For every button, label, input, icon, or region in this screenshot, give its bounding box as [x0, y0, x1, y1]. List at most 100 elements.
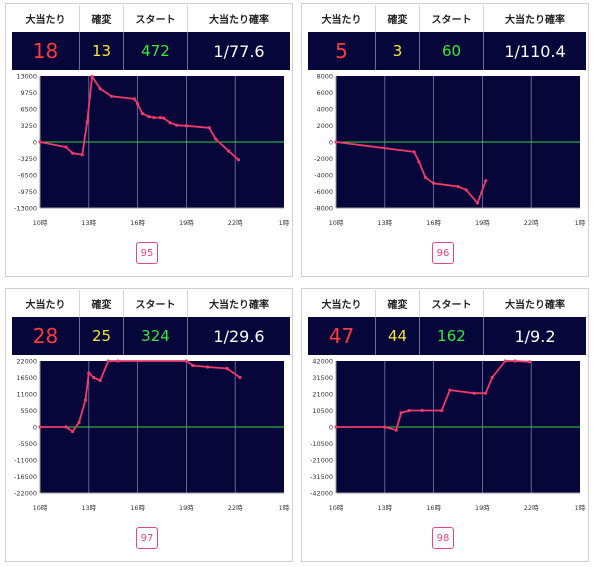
machine-card: 大当たり 確変 スタート 大当たり確率 28 25 324 1/29.6 22000 16500 1…: [5, 288, 293, 562]
balance-chart: 13000 9750 6500 3250 0 -3250 -6500 -9750 -13000 1…: [14, 73, 290, 228]
header-start: スタート: [124, 5, 188, 32]
data-point: [456, 184, 460, 189]
data-point: [87, 371, 91, 375]
y-tick-label: 4000: [316, 106, 333, 114]
kakuhen-value: 13: [80, 32, 124, 70]
x-tick-label: 13時: [377, 504, 392, 512]
balance-series-line: [39, 75, 240, 161]
x-tick-label: 16時: [130, 504, 145, 512]
data-point: [152, 116, 156, 120]
data-point: [70, 151, 75, 155]
x-tick-label: 22時: [228, 504, 243, 512]
data-point: [475, 201, 480, 205]
x-tick-label: 19時: [179, 219, 194, 227]
machine-number-button[interactable]: 98: [432, 527, 454, 549]
data-point: [448, 388, 452, 392]
header-start: スタート: [124, 290, 188, 317]
x-tick-label: 13時: [81, 219, 96, 227]
header-start: スタート: [420, 290, 484, 317]
machine-number-button[interactable]: 96: [432, 242, 454, 264]
y-tick-label: 0: [329, 139, 333, 147]
stats-values: 28 25 324 1/29.6: [12, 317, 290, 355]
data-point: [513, 359, 517, 363]
data-point: [423, 175, 428, 180]
data-point: [77, 420, 81, 425]
kakuhen-value: 3: [376, 32, 420, 70]
y-tick-label: -10500: [310, 440, 333, 448]
machine-number-button[interactable]: 97: [136, 527, 158, 549]
header-start: スタート: [420, 5, 484, 32]
y-tick-label: 10500: [312, 407, 333, 415]
data-point: [90, 74, 94, 79]
data-point: [98, 378, 102, 383]
header-probability: 大当たり確率: [209, 15, 269, 26]
y-tick-label: -5500: [18, 440, 37, 448]
machine-number-button[interactable]: 95: [136, 242, 158, 264]
data-point: [440, 408, 444, 413]
y-tick-label: 2000: [316, 122, 333, 130]
x-tick-label: 16時: [426, 504, 441, 512]
data-point: [168, 121, 172, 125]
data-point: [490, 375, 494, 380]
header-hits: 大当たり: [12, 290, 80, 317]
y-tick-label: -6000: [314, 188, 333, 196]
data-point: [191, 363, 195, 368]
data-point: [109, 94, 114, 98]
y-tick-label: 13000: [16, 73, 37, 81]
data-point: [236, 158, 241, 162]
data-point: [432, 181, 436, 185]
x-tick-label: 1時: [575, 504, 586, 512]
balance-chart: 42000 31500 21000 10500 0 -10500 -21000 -31500 -…: [310, 358, 586, 513]
y-tick-label: -3250: [18, 155, 37, 163]
x-tick-label: 22時: [524, 219, 539, 227]
stats-header: 大当たり 確変 スタート 大当たり確率: [12, 5, 290, 32]
y-tick-label: -9750: [18, 188, 37, 196]
data-point: [464, 188, 468, 192]
machine-card: 大当たり 確変 スタート 大当たり確率 5 3 60 1/110.4 8000 6000 4000 2…: [301, 3, 589, 277]
data-point: [225, 366, 229, 371]
x-tick-label: 10時: [33, 219, 48, 227]
data-point: [334, 425, 338, 429]
y-tick-label: -22000: [14, 490, 37, 498]
probability-value: 1/110.4: [504, 41, 566, 61]
data-point: [92, 375, 96, 380]
data-point: [38, 425, 42, 429]
hits-value: 28: [12, 317, 80, 355]
y-tick-label: 0: [33, 424, 37, 432]
y-tick-label: -2000: [314, 155, 333, 163]
x-tick-label: 10時: [329, 504, 344, 512]
y-tick-label: 0: [329, 424, 333, 432]
probability-value: 1/77.6: [213, 41, 265, 61]
y-tick-label: 42000: [312, 358, 333, 366]
y-tick-label: -16500: [14, 473, 37, 481]
header-probability: 大当たり確率: [505, 300, 565, 311]
y-tick-label: -21000: [310, 457, 333, 465]
y-tick-label: -6500: [18, 172, 37, 180]
data-point: [132, 97, 136, 101]
header-kakuhen: 確変: [80, 290, 124, 317]
x-tick-label: 16時: [426, 219, 441, 227]
data-point: [83, 398, 88, 402]
y-tick-label: -42000: [310, 490, 333, 498]
data-point: [158, 116, 162, 120]
data-point: [412, 150, 416, 154]
header-probability: 大当たり確率: [209, 300, 269, 311]
data-point: [334, 140, 338, 144]
data-point: [484, 391, 488, 395]
data-point: [527, 360, 532, 364]
probability-value: 1/29.6: [213, 326, 265, 346]
data-point: [38, 140, 42, 144]
y-tick-label: 9750: [20, 89, 37, 97]
data-point: [106, 359, 110, 363]
machine-card: 大当たり 確変 スタート 大当たり確率 18 13 472 1/77.6 13000 9750 65…: [5, 3, 293, 277]
y-tick-label: 0: [33, 139, 37, 147]
x-tick-label: 10時: [33, 504, 48, 512]
x-tick-label: 1時: [575, 219, 586, 227]
x-tick-label: 22時: [228, 219, 243, 227]
y-tick-label: 16500: [16, 374, 37, 382]
data-point: [383, 425, 387, 429]
data-point: [175, 123, 179, 127]
x-tick-label: 1時: [279, 504, 290, 512]
data-point: [205, 365, 210, 369]
data-point: [136, 102, 140, 106]
